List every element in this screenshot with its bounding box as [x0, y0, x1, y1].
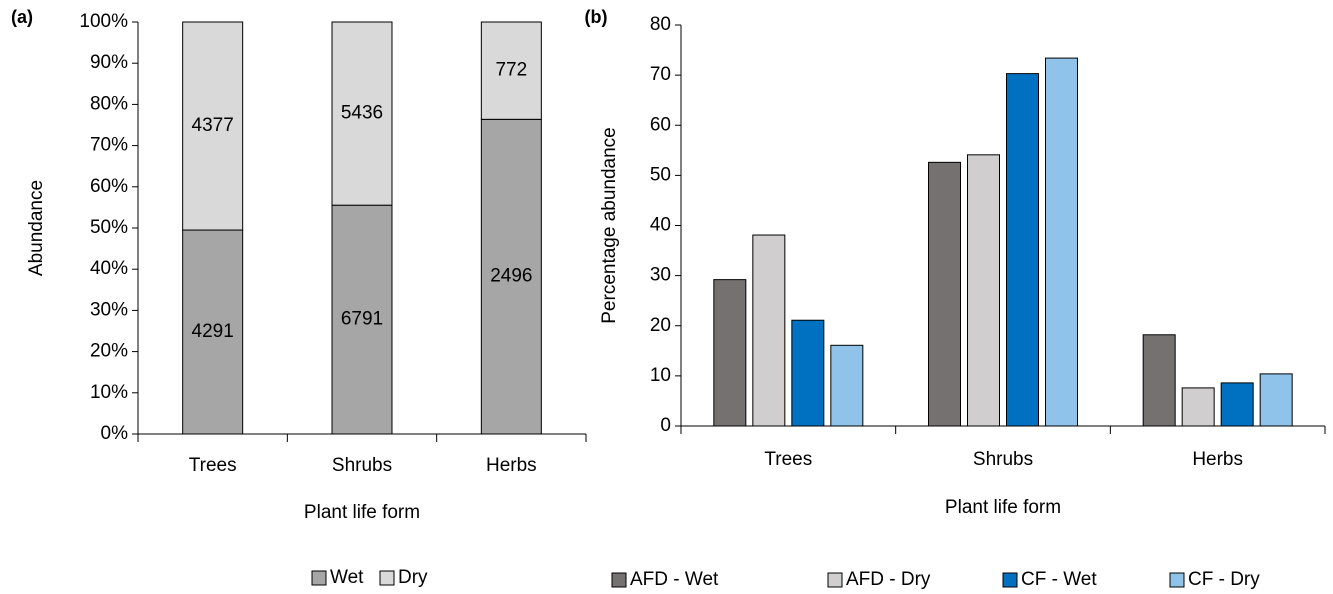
bar-segment	[480, 118, 542, 435]
bar-segment	[331, 21, 393, 206]
x-tick-label: Trees	[189, 455, 237, 476]
legend-swatch	[379, 570, 395, 586]
y-tick-label: 0%	[101, 423, 129, 444]
y-tick-label: 60	[650, 114, 671, 135]
x-tick-label: Trees	[764, 449, 812, 470]
data-label: 5436	[341, 103, 383, 124]
y-tick-label: 50	[650, 164, 671, 185]
legend-swatch	[611, 572, 627, 588]
y-tick-label: 30%	[90, 299, 128, 320]
data-label: 2496	[490, 266, 532, 287]
x-axis-title: Plant life form	[304, 502, 420, 523]
legend-swatch	[1169, 572, 1185, 588]
bar	[752, 234, 786, 427]
y-tick-label: 70%	[90, 135, 128, 156]
x-tick-label: Herbs	[486, 455, 537, 476]
y-tick-label: 10%	[90, 382, 128, 403]
y-axis-title: Abundance	[26, 180, 47, 276]
bar-segment	[331, 204, 393, 435]
bar	[1220, 382, 1254, 427]
y-tick-label: 40	[650, 215, 671, 236]
legend-label: Dry	[398, 567, 428, 588]
bar	[1259, 373, 1293, 427]
data-label: 772	[495, 60, 527, 81]
y-tick-label: 20%	[90, 341, 128, 362]
x-tick-label: Shrubs	[332, 455, 392, 476]
y-tick-label: 20	[650, 315, 671, 336]
bar	[928, 161, 961, 427]
x-tick-label: Shrubs	[973, 449, 1033, 470]
legend-swatch	[311, 570, 327, 586]
bar-segment	[480, 21, 542, 120]
legend-label: AFD - Wet	[630, 569, 719, 590]
data-label: 4377	[192, 115, 234, 136]
y-tick-label: 40%	[90, 258, 128, 279]
y-tick-label: 80%	[90, 93, 128, 114]
y-tick-label: 100%	[79, 11, 128, 32]
bar	[1006, 73, 1039, 427]
legend-label: CF - Dry	[1188, 569, 1260, 590]
bar	[1142, 334, 1176, 427]
y-tick-label: 10	[650, 365, 671, 386]
panel-label: (a)	[11, 7, 33, 27]
legend-label: AFD - Dry	[846, 569, 931, 590]
bar	[1045, 57, 1078, 427]
bar	[791, 319, 825, 427]
bar-segment	[182, 21, 244, 231]
bar	[967, 154, 1000, 427]
bar-segment	[182, 229, 244, 435]
bar	[1181, 387, 1215, 427]
legend-swatch	[827, 572, 843, 588]
data-label: 6791	[341, 309, 383, 330]
y-tick-label: 50%	[90, 217, 128, 238]
legend-swatch	[1002, 572, 1018, 588]
bar	[713, 279, 747, 427]
data-label: 4291	[192, 321, 234, 342]
y-tick-label: 30	[650, 265, 671, 286]
legend-label: Wet	[330, 567, 364, 588]
legend-label: CF - Wet	[1021, 569, 1097, 590]
y-axis-title: Percentage abundance	[599, 127, 620, 324]
bar	[830, 344, 864, 427]
y-tick-label: 0	[660, 415, 671, 436]
panel-label: (b)	[585, 7, 608, 27]
y-tick-label: 60%	[90, 176, 128, 197]
y-tick-label: 70	[650, 64, 671, 85]
x-axis-title: Plant life form	[945, 497, 1061, 518]
y-tick-label: 80	[650, 14, 671, 35]
y-tick-label: 90%	[90, 52, 128, 73]
x-tick-label: Herbs	[1192, 449, 1243, 470]
